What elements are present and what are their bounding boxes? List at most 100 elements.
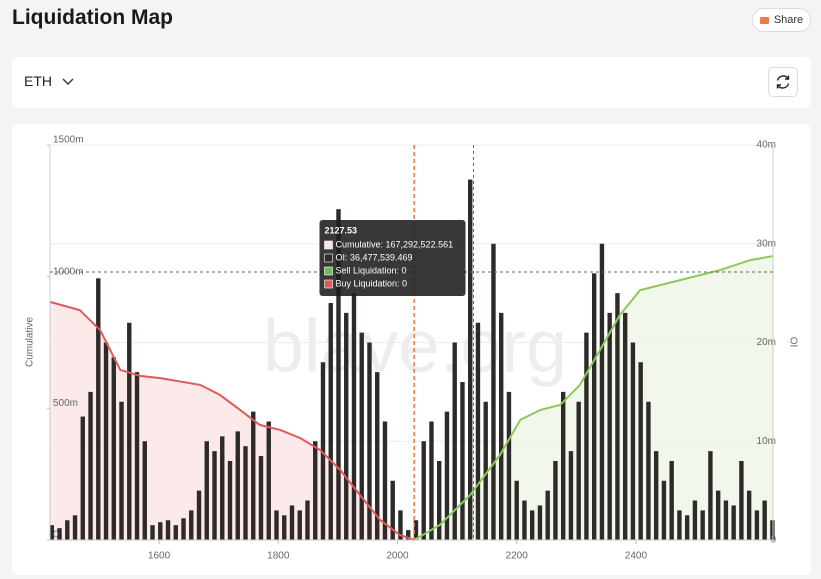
oi-bar: [669, 461, 674, 540]
oi-bar: [444, 411, 450, 540]
oi-bar: [475, 322, 481, 540]
oi-bar: [506, 391, 512, 540]
oi-bar: [568, 451, 574, 540]
tooltip-swatch: [324, 240, 333, 250]
oi-bar: [762, 500, 767, 540]
oi-bar: [367, 342, 372, 540]
oi-bar: [173, 525, 178, 540]
oi-bar: [235, 431, 240, 540]
oi-bar: [468, 179, 473, 540]
oi-bar: [754, 510, 760, 540]
y-tick-label: 0: [53, 530, 59, 541]
oi-bar: [111, 357, 116, 540]
oi-bar: [359, 332, 364, 540]
y2-tick-label: 30m: [757, 238, 776, 249]
oi-bar: [483, 401, 488, 540]
watermark: blave.org: [263, 305, 567, 388]
oi-bar: [305, 500, 310, 540]
oi-bar: [49, 525, 54, 540]
oi-bar: [212, 451, 217, 540]
oi-bar: [584, 332, 589, 540]
oi-bar: [158, 522, 163, 540]
oi-bar: [460, 382, 465, 540]
oi-bar: [351, 293, 357, 540]
oi-bar: [739, 461, 744, 540]
oi-bar: [770, 520, 775, 540]
oi-bar: [282, 515, 287, 540]
tooltip: 2127.53 Cumulative: 167,292,522.561 OI: 36…: [319, 220, 466, 296]
oi-bar: [328, 303, 333, 540]
oi-bar: [390, 480, 395, 540]
oi-bar: [88, 391, 93, 540]
oi-bar: [708, 451, 713, 540]
refresh-button[interactable]: [768, 67, 798, 97]
oi-bar: [715, 490, 721, 540]
oi-bar: [189, 510, 194, 540]
dropdown-chevron: [62, 78, 74, 85]
oi-bar: [204, 441, 209, 540]
oi-bar: [134, 372, 140, 540]
oi-bar: [545, 490, 550, 540]
oi-bar: [514, 480, 519, 540]
oi-bar: [65, 520, 70, 540]
oi-bar: [274, 510, 279, 540]
oi-bar: [413, 520, 419, 540]
oi-bar: [560, 391, 566, 540]
cumulative-line: [49, 300, 415, 541]
controls-panel: ETH: [12, 57, 811, 108]
oi-bar: [320, 362, 326, 540]
oi-bar: [181, 518, 186, 540]
share-button[interactable]: Share: [752, 8, 811, 32]
y2-tick-label: 40m: [757, 140, 776, 151]
share-label: Share: [773, 14, 804, 26]
oi-bar: [421, 441, 426, 540]
tooltip-swatch: [324, 279, 333, 289]
oi-bar: [522, 500, 527, 540]
tooltip-swatch: [324, 253, 333, 263]
refresh-icon: [776, 75, 790, 89]
oi-bar: [382, 421, 388, 540]
oi-bar: [313, 441, 318, 540]
tooltip-row: Sell Liquidation: 0: [336, 265, 407, 275]
oi-bar: [607, 312, 612, 540]
oi-bar: [142, 441, 147, 540]
oi-bar: [731, 505, 736, 540]
y-tick-label: 500m: [53, 398, 78, 409]
tooltip-box: [319, 220, 466, 296]
oi-bar: [599, 243, 605, 540]
oi-bar: [684, 515, 690, 540]
oi-bar: [297, 510, 302, 540]
oi-bar: [251, 411, 256, 540]
oi-bar: [700, 510, 705, 540]
oi-bar: [491, 243, 496, 540]
oi-bar: [553, 461, 558, 540]
share-icon: [759, 16, 769, 24]
x-tick-label: 2000: [386, 551, 409, 562]
y2-tick-label: 0: [770, 535, 776, 546]
cumulative-line: [413, 255, 774, 541]
oi-bar: [630, 342, 636, 540]
symbol-select[interactable]: ETH: [24, 73, 74, 89]
y2-tick-label: 20m: [757, 337, 776, 348]
oi-bar: [165, 520, 171, 540]
oi-bar: [661, 480, 667, 540]
x-tick-label: 1800: [267, 551, 290, 562]
oi-bar: [746, 490, 752, 540]
y-axis-title: Cumulative: [25, 317, 36, 367]
oi-bar: [80, 416, 85, 540]
oi-bar: [57, 528, 62, 540]
oi-bar: [591, 273, 597, 540]
oi-bar: [119, 401, 124, 540]
tooltip-swatch: [324, 266, 333, 276]
x-tick-label: 1600: [148, 551, 171, 562]
oi-bar: [406, 530, 411, 540]
tooltip-row: OI: 36,477,539.469: [336, 252, 413, 262]
oi-bar: [499, 312, 504, 540]
y2-axis-title: OI: [787, 337, 798, 348]
oi-bar: [615, 293, 620, 540]
tooltip-row: Buy Liquidation: 0: [336, 278, 408, 288]
oi-bar: [723, 500, 729, 540]
oi-bar: [127, 322, 132, 540]
